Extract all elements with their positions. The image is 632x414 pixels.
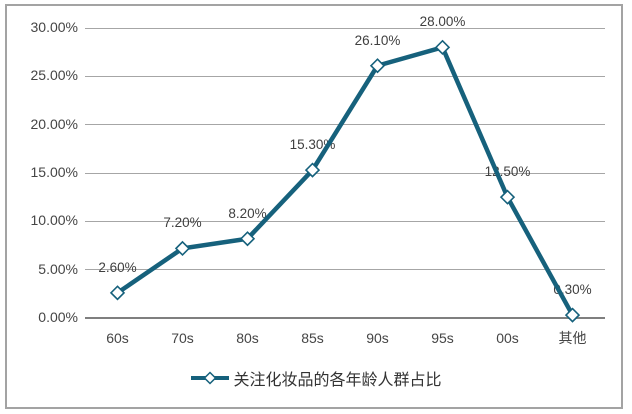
chart-border: [5, 4, 623, 409]
x-axis-category-label: 80s: [236, 330, 259, 346]
gridline: [85, 269, 605, 271]
data-point-marker: [369, 58, 386, 74]
y-axis-tick-label: 15.00%: [30, 164, 78, 180]
data-point-label: 8.20%: [228, 205, 267, 221]
x-axis-category-label: 60s: [106, 330, 129, 346]
legend-line-diamond-icon: [191, 371, 230, 385]
y-axis-tick-label: 20.00%: [30, 115, 78, 132]
data-point-label: 7.20%: [163, 215, 202, 231]
data-point-marker: [304, 162, 321, 178]
data-point-marker: [564, 307, 581, 323]
data-point-label: 2.60%: [98, 259, 137, 275]
y-axis-tick-label: 30.00%: [30, 19, 78, 35]
series-line: [116, 44, 575, 317]
gridline: [85, 220, 605, 222]
x-axis-category-label: 95s: [431, 330, 454, 346]
gridline: [85, 27, 605, 29]
y-axis-tick-label: 25.00%: [30, 67, 78, 84]
gridline: [85, 75, 605, 77]
data-point-marker: [434, 39, 451, 55]
x-axis-category-label: 其他: [558, 330, 587, 346]
x-axis-category-label: 85s: [301, 330, 324, 346]
data-point-label: 28.00%: [419, 14, 466, 30]
data-point-label: 26.10%: [354, 32, 401, 48]
y-axis-tick-label: 10.00%: [30, 212, 78, 229]
data-point-marker: [499, 189, 516, 205]
y-axis-tick-label: 5.00%: [38, 260, 78, 277]
gridline: [85, 172, 605, 174]
data-point-marker: [109, 285, 126, 301]
legend-label: 关注化妆品的各年龄人群占比: [233, 372, 442, 389]
x-axis-line: [85, 317, 605, 319]
x-axis-category-label: 90s: [366, 330, 389, 346]
data-point-markers: [109, 39, 581, 323]
data-point-marker: [239, 231, 256, 247]
x-axis-category-label: 70s: [171, 330, 194, 346]
y-axis-tick-label: 0.00%: [38, 309, 78, 325]
data-point-marker: [174, 240, 191, 257]
gridline: [85, 124, 605, 126]
x-axis-category-label: 00s: [496, 330, 519, 346]
legend: 关注化妆品的各年龄人群占比: [0, 368, 632, 389]
